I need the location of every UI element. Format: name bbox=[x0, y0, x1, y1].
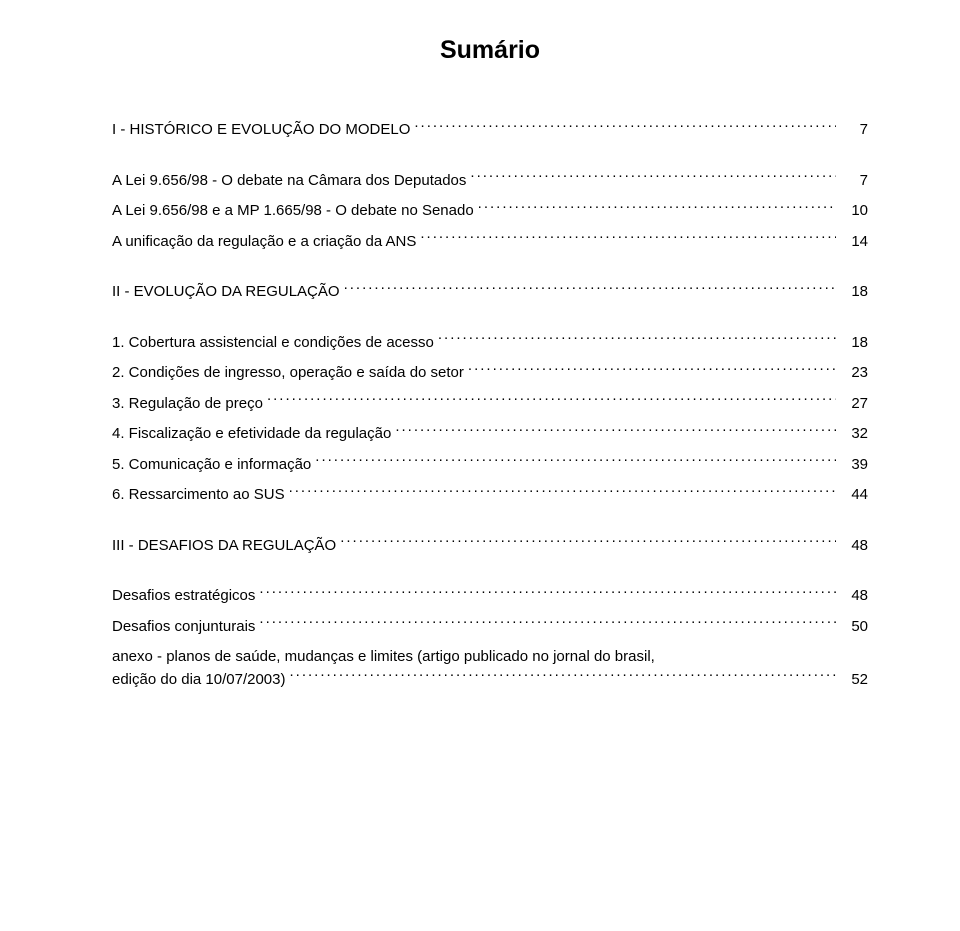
toc-entry: 6. Ressarcimento ao SUS 44 bbox=[112, 484, 868, 507]
toc-entry: I - HISTÓRICO E EVOLUÇÃO DO MODELO 7 bbox=[112, 119, 868, 142]
toc-leader-dots bbox=[259, 585, 836, 600]
toc-label: A unificação da regulação e a criação da… bbox=[112, 231, 416, 254]
toc-page-number: 50 bbox=[840, 616, 868, 639]
toc-leader-dots bbox=[267, 393, 836, 408]
toc-leader-dots bbox=[414, 119, 836, 134]
toc-page-number: 18 bbox=[840, 332, 868, 355]
toc-page-number: 7 bbox=[840, 119, 868, 142]
toc-leader-dots bbox=[420, 231, 836, 246]
toc-leader-dots bbox=[470, 170, 836, 185]
page-title: Sumário bbox=[112, 36, 868, 65]
toc-entry: Desafios estratégicos 48 bbox=[112, 585, 868, 608]
toc-page-number: 23 bbox=[840, 362, 868, 385]
toc-leader-dots bbox=[468, 362, 836, 377]
toc-label: I - HISTÓRICO E EVOLUÇÃO DO MODELO bbox=[112, 119, 410, 142]
toc-label: 5. Comunicação e informação bbox=[112, 454, 311, 477]
toc-entry: A Lei 9.656/98 - O debate na Câmara dos … bbox=[112, 170, 868, 193]
toc-page-number: 7 bbox=[840, 170, 868, 193]
toc-leader-dots bbox=[340, 535, 836, 550]
toc-label: A Lei 9.656/98 e a MP 1.665/98 - O debat… bbox=[112, 200, 474, 223]
toc-leader-dots bbox=[289, 669, 836, 684]
toc-leader-dots bbox=[289, 484, 836, 499]
toc-leader-dots bbox=[395, 423, 836, 438]
toc-label: Desafios conjunturais bbox=[112, 616, 255, 639]
toc-label: 6. Ressarcimento ao SUS bbox=[112, 484, 285, 507]
toc-page-number: 32 bbox=[840, 423, 868, 446]
toc-entry: II - EVOLUÇÃO DA REGULAÇÃO 18 bbox=[112, 281, 868, 304]
toc-label: 1. Cobertura assistencial e condições de… bbox=[112, 332, 434, 355]
toc-page-number: 27 bbox=[840, 393, 868, 416]
toc-page-number: 44 bbox=[840, 484, 868, 507]
toc-leader-dots bbox=[478, 200, 836, 215]
document-page: Sumário I - HISTÓRICO E EVOLUÇÃO DO MODE… bbox=[0, 0, 960, 735]
toc-label: 3. Regulação de preço bbox=[112, 393, 263, 416]
toc-leader-dots bbox=[438, 332, 836, 347]
table-of-contents: I - HISTÓRICO E EVOLUÇÃO DO MODELO 7 A Lei… bbox=[112, 119, 868, 691]
toc-entry: anexo - planos de saúde, mudanças e limi… bbox=[112, 646, 868, 691]
toc-page-number: 18 bbox=[840, 281, 868, 304]
toc-page-number: 48 bbox=[840, 585, 868, 608]
toc-label: Desafios estratégicos bbox=[112, 585, 255, 608]
toc-page-number: 10 bbox=[840, 200, 868, 223]
toc-page-number: 48 bbox=[840, 535, 868, 558]
toc-entry: A Lei 9.656/98 e a MP 1.665/98 - O debat… bbox=[112, 200, 868, 223]
toc-leader-dots bbox=[259, 616, 836, 631]
toc-page-number: 52 bbox=[840, 669, 868, 692]
toc-entry: 3. Regulação de preço 27 bbox=[112, 393, 868, 416]
toc-entry: III - DESAFIOS DA REGULAÇÃO 48 bbox=[112, 535, 868, 558]
toc-label: edição do dia 10/07/2003) bbox=[112, 669, 285, 692]
toc-page-number: 39 bbox=[840, 454, 868, 477]
toc-leader-dots bbox=[344, 281, 836, 296]
toc-label: III - DESAFIOS DA REGULAÇÃO bbox=[112, 535, 336, 558]
toc-label: A Lei 9.656/98 - O debate na Câmara dos … bbox=[112, 170, 466, 193]
toc-entry: A unificação da regulação e a criação da… bbox=[112, 231, 868, 254]
toc-entry: 4. Fiscalização e efetividade da regulaç… bbox=[112, 423, 868, 446]
toc-label: II - EVOLUÇÃO DA REGULAÇÃO bbox=[112, 281, 340, 304]
toc-label: 2. Condições de ingresso, operação e saí… bbox=[112, 362, 464, 385]
toc-label: anexo - planos de saúde, mudanças e limi… bbox=[112, 646, 868, 669]
toc-entry: Desafios conjunturais 50 bbox=[112, 616, 868, 639]
toc-leader-dots bbox=[315, 454, 836, 469]
toc-entry: 5. Comunicação e informação 39 bbox=[112, 454, 868, 477]
toc-entry: 2. Condições de ingresso, operação e saí… bbox=[112, 362, 868, 385]
toc-entry: 1. Cobertura assistencial e condições de… bbox=[112, 332, 868, 355]
toc-page-number: 14 bbox=[840, 231, 868, 254]
toc-label: 4. Fiscalização e efetividade da regulaç… bbox=[112, 423, 391, 446]
